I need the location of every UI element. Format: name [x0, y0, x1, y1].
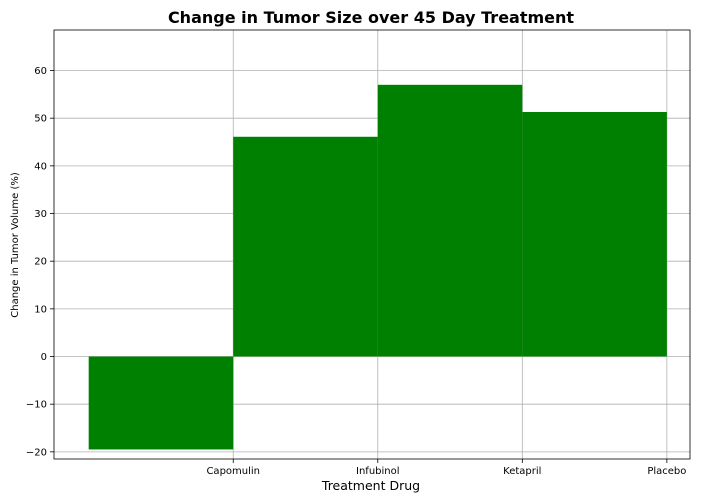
y-axis-label: Change in Tumor Volume (%) — [10, 172, 21, 318]
plot-frame — [53, 29, 691, 460]
y-tick-label: 0 — [41, 352, 47, 363]
y-tick-label: 40 — [34, 161, 47, 172]
bar-placebo — [522, 111, 667, 357]
y-tick-label: 50 — [34, 114, 47, 125]
x-tick-label: Capomulin — [206, 466, 260, 477]
x-axis-label: Treatment Drug — [321, 478, 420, 493]
y-tick-label: −10 — [26, 400, 47, 411]
y-tick-label: 60 — [34, 66, 47, 77]
y-tick-label: 20 — [34, 257, 47, 268]
bars — [88, 84, 667, 450]
bar-ketapril — [377, 84, 523, 357]
bar-infubinol — [233, 136, 378, 357]
y-tick-label: −20 — [26, 447, 47, 458]
x-tick-label: Ketapril — [503, 466, 541, 477]
x-tick-label: Placebo — [647, 466, 686, 477]
ticks: −20 −10 0 10 20 30 40 50 60 Capomulin Infubinol Ket… — [26, 66, 687, 477]
x-tick-label: Infubinol — [356, 466, 400, 477]
y-tick-label: 30 — [34, 209, 47, 220]
bar-capomulin — [88, 356, 234, 450]
y-tick-label: 10 — [34, 304, 47, 315]
chart-title: Change in Tumor Size over 45 Day Treatme… — [168, 8, 574, 27]
